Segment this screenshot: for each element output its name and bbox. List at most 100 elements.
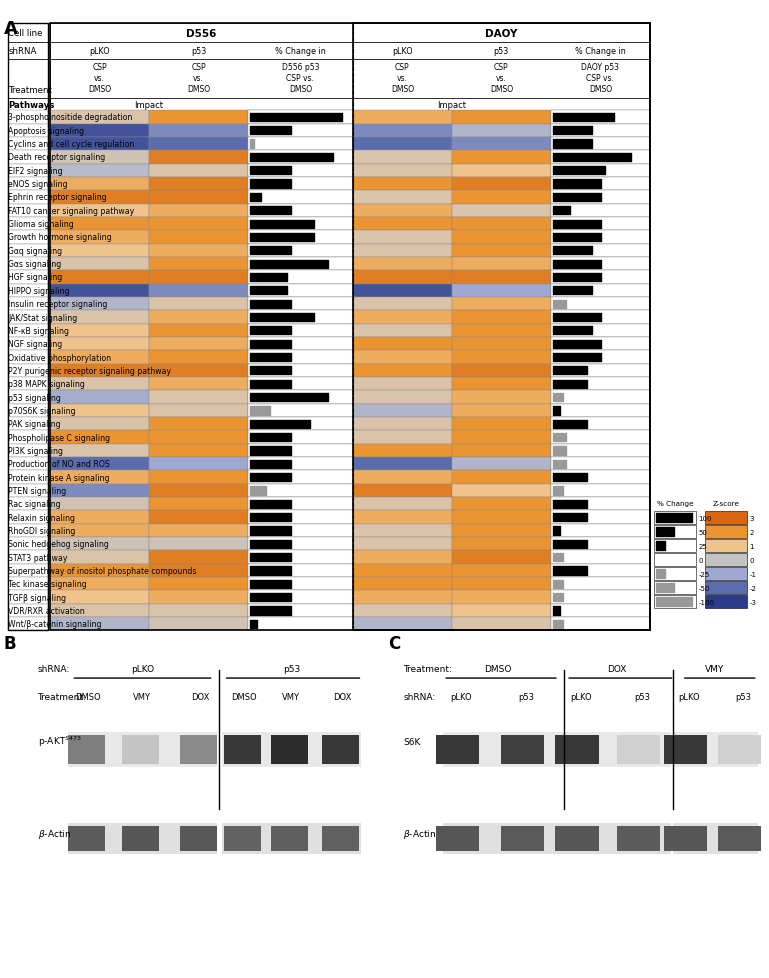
- Bar: [248, 138, 353, 152]
- Bar: [551, 271, 650, 285]
- Bar: [149, 271, 248, 285]
- Bar: [353, 591, 452, 604]
- Bar: [50, 204, 149, 218]
- Bar: [8, 591, 48, 604]
- Bar: [551, 444, 650, 458]
- Bar: [353, 484, 452, 498]
- Bar: [50, 191, 149, 204]
- Bar: [551, 337, 650, 351]
- Bar: [248, 498, 353, 511]
- Bar: [8, 538, 48, 551]
- Bar: [321, 735, 359, 765]
- Bar: [705, 511, 747, 525]
- Bar: [50, 311, 149, 325]
- Bar: [673, 823, 757, 854]
- Text: -100: -100: [698, 600, 714, 605]
- Text: p53: p53: [634, 692, 650, 701]
- Text: FAT10 cancer signaling pathway: FAT10 cancer signaling pathway: [8, 206, 135, 215]
- Bar: [248, 617, 353, 631]
- Text: DMSO: DMSO: [391, 85, 414, 94]
- Bar: [248, 152, 353, 164]
- Bar: [551, 178, 650, 191]
- Bar: [248, 231, 353, 244]
- Bar: [705, 596, 747, 609]
- Bar: [551, 431, 650, 444]
- Bar: [149, 564, 248, 578]
- Bar: [248, 218, 353, 231]
- Bar: [50, 43, 650, 60]
- Bar: [8, 498, 48, 511]
- Bar: [8, 124, 48, 138]
- Text: pLKO: pLKO: [678, 692, 700, 701]
- Bar: [551, 297, 650, 311]
- Bar: [452, 258, 551, 271]
- Bar: [8, 444, 48, 458]
- Bar: [452, 152, 551, 164]
- Bar: [50, 258, 149, 271]
- Bar: [8, 60, 48, 99]
- Text: p-AKT$^{S473}$: p-AKT$^{S473}$: [38, 734, 82, 749]
- Bar: [664, 826, 707, 851]
- Bar: [551, 498, 650, 511]
- Bar: [248, 431, 353, 444]
- Text: DAOY: DAOY: [485, 28, 518, 38]
- Bar: [248, 524, 353, 538]
- Bar: [452, 244, 551, 258]
- Bar: [452, 138, 551, 152]
- Bar: [443, 823, 564, 854]
- Bar: [248, 484, 353, 498]
- Bar: [353, 271, 452, 285]
- Text: p53: p53: [191, 47, 206, 56]
- Bar: [8, 578, 48, 591]
- Bar: [248, 285, 353, 297]
- Bar: [452, 511, 551, 524]
- Bar: [452, 231, 551, 244]
- Bar: [452, 365, 551, 378]
- Bar: [551, 311, 650, 325]
- Bar: [248, 258, 353, 271]
- Text: NF-κB signaling: NF-κB signaling: [8, 327, 69, 335]
- Bar: [353, 351, 452, 365]
- Bar: [551, 231, 650, 244]
- Bar: [8, 164, 48, 178]
- Bar: [452, 311, 551, 325]
- Bar: [50, 24, 650, 43]
- Bar: [551, 244, 650, 258]
- Text: % Change in: % Change in: [275, 47, 326, 56]
- Bar: [551, 164, 650, 178]
- Bar: [8, 244, 48, 258]
- Bar: [248, 191, 353, 204]
- Bar: [654, 596, 696, 609]
- Bar: [149, 431, 248, 444]
- Bar: [353, 124, 452, 138]
- Bar: [68, 735, 105, 765]
- Bar: [222, 733, 361, 768]
- Bar: [248, 418, 353, 431]
- Bar: [50, 297, 149, 311]
- Bar: [551, 551, 650, 564]
- Bar: [705, 540, 747, 553]
- Text: Treatment:: Treatment:: [38, 692, 86, 701]
- Bar: [248, 617, 353, 631]
- Bar: [248, 498, 353, 511]
- Bar: [149, 538, 248, 551]
- Text: 0: 0: [750, 557, 754, 563]
- Text: TGFβ signaling: TGFβ signaling: [8, 593, 67, 602]
- Bar: [8, 152, 48, 164]
- Bar: [8, 337, 48, 351]
- Text: Rac signaling: Rac signaling: [8, 500, 61, 509]
- Text: D556 p53: D556 p53: [281, 63, 319, 72]
- Text: p70S6K signaling: p70S6K signaling: [8, 407, 76, 416]
- Bar: [551, 178, 650, 191]
- Bar: [452, 617, 551, 631]
- Bar: [8, 351, 48, 365]
- Text: Tec kinase signaling: Tec kinase signaling: [8, 580, 87, 589]
- Bar: [248, 604, 353, 617]
- Bar: [271, 735, 308, 765]
- Bar: [551, 591, 650, 604]
- Bar: [50, 498, 149, 511]
- Bar: [149, 391, 248, 404]
- Text: VMY: VMY: [704, 664, 724, 674]
- Bar: [452, 471, 551, 484]
- Bar: [248, 511, 353, 524]
